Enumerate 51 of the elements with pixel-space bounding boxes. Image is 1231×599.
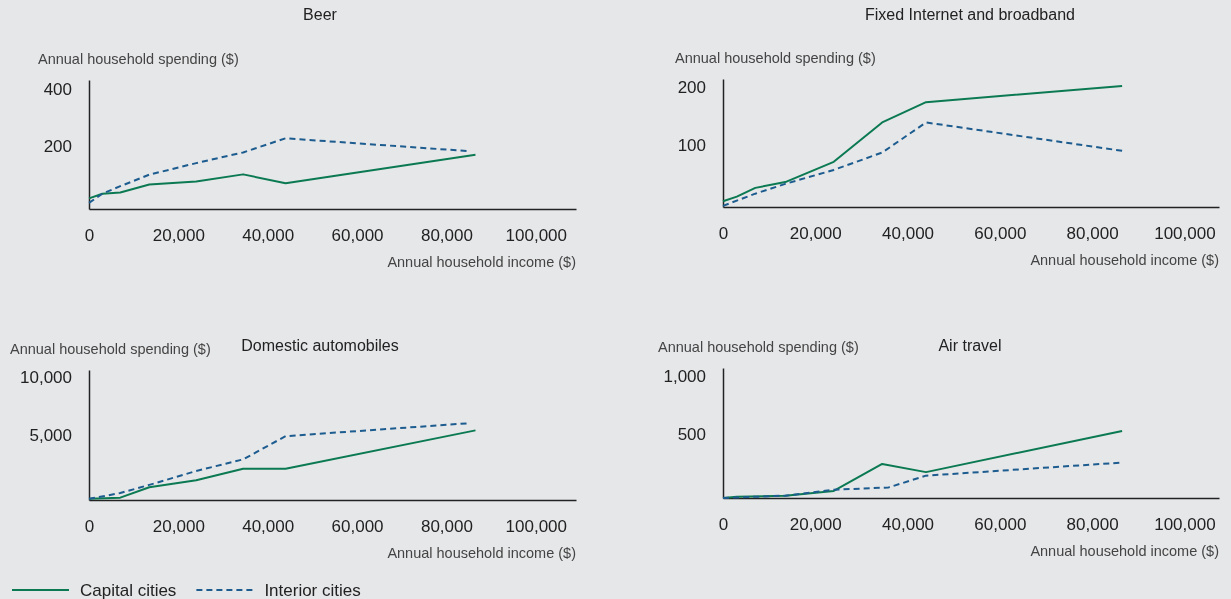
x-tick-label: 20,000 [789,224,842,244]
x-tick-label: 100,000 [505,226,568,246]
x-tick-label: 40,000 [882,224,935,244]
x-tick-label: 0 [84,517,95,537]
line-series [88,153,477,200]
x-tick-label: 0 [84,226,95,246]
x-axis-title: Annual household income ($) [1030,252,1219,268]
y-tick-label: 1,000 [663,366,706,386]
chart-title: Fixed Internet and broadband [865,6,1075,23]
y-tick-label: 400 [43,79,72,99]
x-tick-label: 60,000 [331,226,384,246]
chart-title: Beer [303,6,338,23]
legend-label: Capital cities [80,581,177,599]
y-axis-title: Annual household spending ($) [10,341,211,357]
y-tick-label: 10,000 [20,367,72,387]
x-tick-label: 80,000 [420,517,473,537]
x-tick-label: 100,000 [1154,224,1216,244]
x-axis-title: Annual household income ($) [1030,543,1219,559]
x-axis-title: Annual household income ($) [387,254,576,270]
chart-title: Air travel [938,337,1002,354]
line-series [722,84,1124,203]
x-tick-label: 0 [718,515,729,535]
y-axis-title: Annual household spending ($) [675,50,876,66]
y-tick-label: 100 [677,135,706,155]
y-tick-label: 500 [677,425,706,445]
x-tick-label: 80,000 [1066,515,1119,535]
line-series [722,461,1121,499]
x-tick-label: 20,000 [152,226,205,246]
y-tick-label: 200 [43,137,72,157]
x-tick-label: 100,000 [505,517,568,537]
x-axis-title: Annual household income ($) [387,545,576,561]
x-tick-label: 40,000 [882,515,935,535]
x-tick-label: 20,000 [152,517,205,537]
y-tick-label: 200 [677,78,706,98]
chart-title: Domestic automobiles [241,337,399,354]
x-tick-label: 100,000 [1154,515,1216,535]
x-tick-label: 40,000 [242,226,295,246]
x-tick-label: 40,000 [242,517,295,537]
y-axis-title: Annual household spending ($) [38,51,239,67]
x-tick-label: 20,000 [789,515,842,535]
x-tick-label: 60,000 [974,515,1027,535]
x-tick-label: 80,000 [420,226,473,246]
x-tick-label: 80,000 [1066,224,1119,244]
x-tick-label: 60,000 [974,224,1027,244]
legend-label: Interior cities [264,581,361,599]
y-tick-label: 5,000 [29,425,72,445]
x-tick-label: 60,000 [331,517,384,537]
y-axis-title: Annual household spending ($) [658,339,859,355]
line-series [88,137,468,204]
line-series [722,121,1124,207]
x-tick-label: 0 [718,224,729,244]
